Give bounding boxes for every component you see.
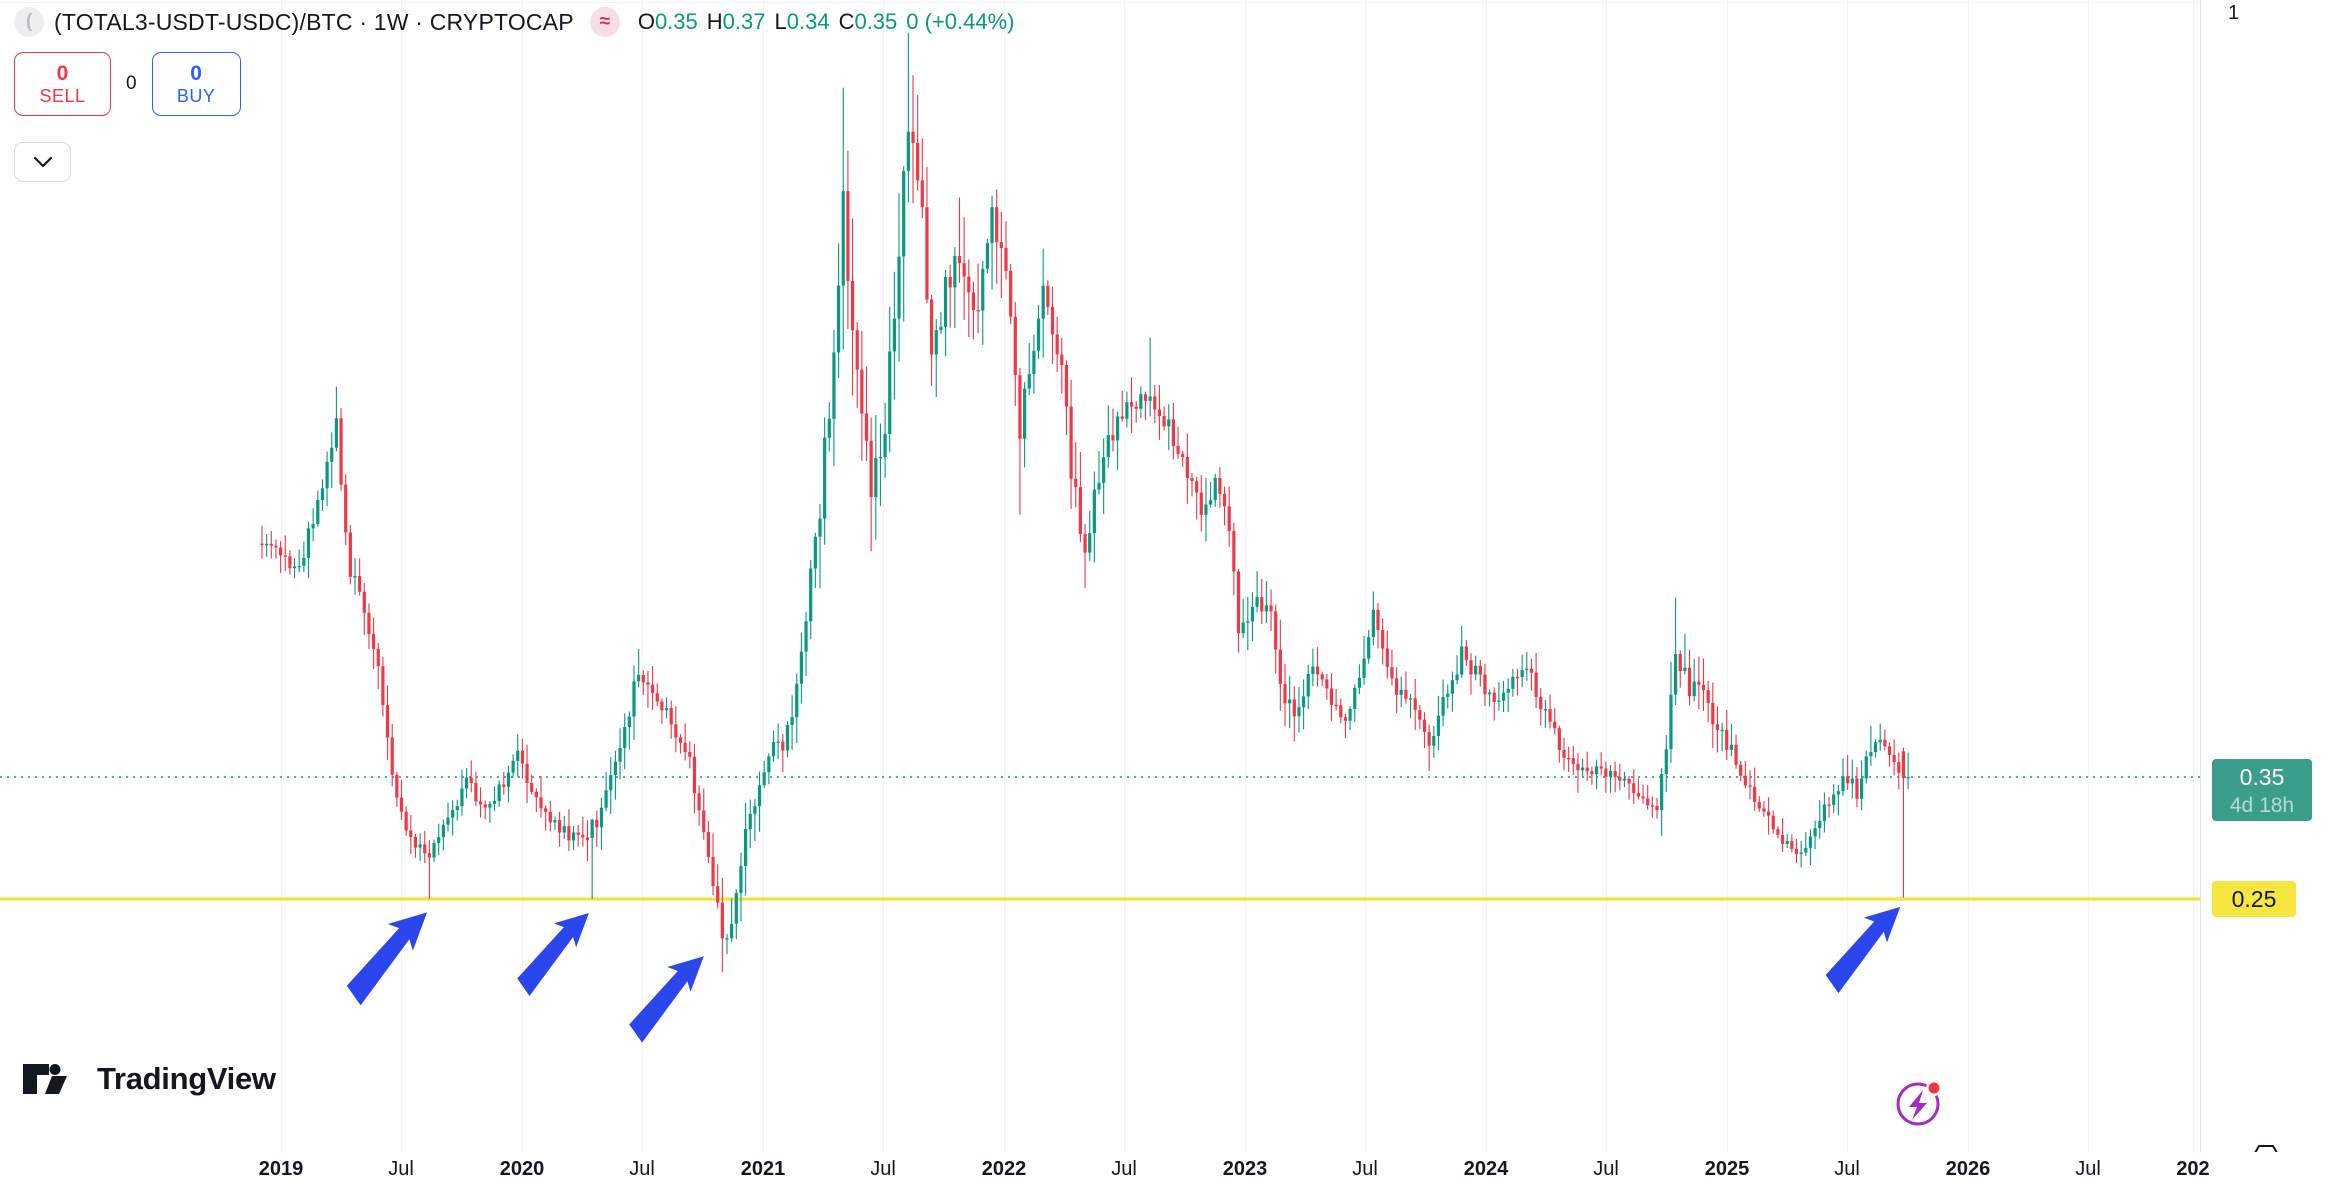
time-tick-label: Jul (870, 1158, 896, 1180)
symbol-legend: ( (TOTAL3-USDT-USDC)/BTC · 1W · CRYPTOCA… (14, 6, 1015, 38)
last-price-value: 0.35 (2239, 763, 2285, 790)
sell-button[interactable]: 0 SELL (14, 52, 111, 116)
candlestick-series (260, 32, 1910, 973)
buy-label: BUY (176, 85, 216, 106)
trade-panel: 0 SELL 0 0 BUY (14, 52, 241, 116)
open-value: 0.35 (654, 9, 698, 34)
time-tick-label: 2022 (981, 1158, 1027, 1180)
sell-count: 0 (56, 61, 69, 85)
time-tick-label: 2025 (1704, 1158, 1750, 1180)
tradingview-logo[interactable]: TradingView (23, 1061, 276, 1097)
tradingview-logo-icon (23, 1064, 67, 1094)
symbol-logo-icon: ( (14, 7, 44, 37)
ohlc-readout: O0.35 H0.37 L0.34 C0.35 0 (+0.44%) (638, 9, 1015, 35)
low-label: L (774, 9, 787, 34)
boost-button[interactable] (1892, 1076, 1946, 1130)
blue-arrow-annotation (629, 956, 704, 1043)
time-axis[interactable]: 2019 Jul 2020 Jul 2021 Jul 2022 Jul 2023 Jul 2024 J… (0, 1152, 2332, 1186)
time-tick-label: Jul (1593, 1158, 1619, 1180)
buy-button[interactable]: 0 BUY (151, 52, 241, 116)
time-tick-label: 2021 (740, 1158, 786, 1180)
time-tick-label: Jul (388, 1158, 414, 1180)
close-value: 0.35 (854, 9, 898, 34)
bar-countdown: 4d 18h (2229, 793, 2295, 817)
annotation-arrows[interactable] (333, 894, 1915, 1043)
grid-lines (0, 0, 2200, 1152)
time-tick-label: 2026 (1945, 1158, 1991, 1180)
time-tick-label: 2020 (499, 1158, 545, 1180)
time-tick-label: Jul (629, 1158, 655, 1180)
tradingview-logo-text: TradingView (97, 1061, 276, 1096)
time-tick-label: 202 (2176, 1158, 2210, 1180)
price-level-lines (0, 776, 2200, 901)
last-price-label: 0.35 4d 18h (2212, 759, 2312, 821)
low-value: 0.34 (786, 9, 830, 34)
change-value: 0 (+0.44%) (906, 9, 1015, 34)
spread-value: 0 (126, 73, 137, 94)
symbol-logo-glyph: ( (25, 11, 33, 32)
price-scale-top-tick: 1 (2228, 2, 2240, 24)
blue-arrow-annotation (517, 913, 589, 996)
support-level-value: 0.25 (2231, 885, 2277, 912)
high-value: 0.37 (722, 9, 766, 34)
close-label: C (838, 9, 855, 34)
buy-count: 0 (190, 61, 202, 85)
approx-glyph: ≈ (599, 11, 611, 32)
open-label: O (637, 9, 655, 34)
time-tick-label: 2019 (258, 1158, 304, 1180)
blue-arrow-annotation (1825, 906, 1901, 994)
symbol-title[interactable]: (TOTAL3-USDT-USDC)/BTC · 1W · CRYPTOCAP (54, 8, 574, 35)
blue-arrow-annotation (346, 912, 428, 1006)
time-tick-label: Jul (1111, 1158, 1137, 1180)
time-tick-label: 2023 (1222, 1158, 1268, 1180)
lightning-icon (1896, 1080, 1942, 1126)
high-label: H (706, 9, 723, 34)
chevron-down-icon (33, 156, 52, 168)
time-tick-label: Jul (1834, 1158, 1860, 1180)
time-tick-label: Jul (1352, 1158, 1378, 1180)
sell-label: SELL (39, 85, 86, 106)
support-level-label: 0.25 (2212, 881, 2296, 917)
time-tick-label: 2024 (1463, 1158, 1509, 1180)
approx-value-badge-icon: ≈ (589, 7, 620, 37)
time-tick-label: Jul (2075, 1158, 2101, 1180)
trade-panel-expand-button[interactable] (14, 142, 71, 182)
